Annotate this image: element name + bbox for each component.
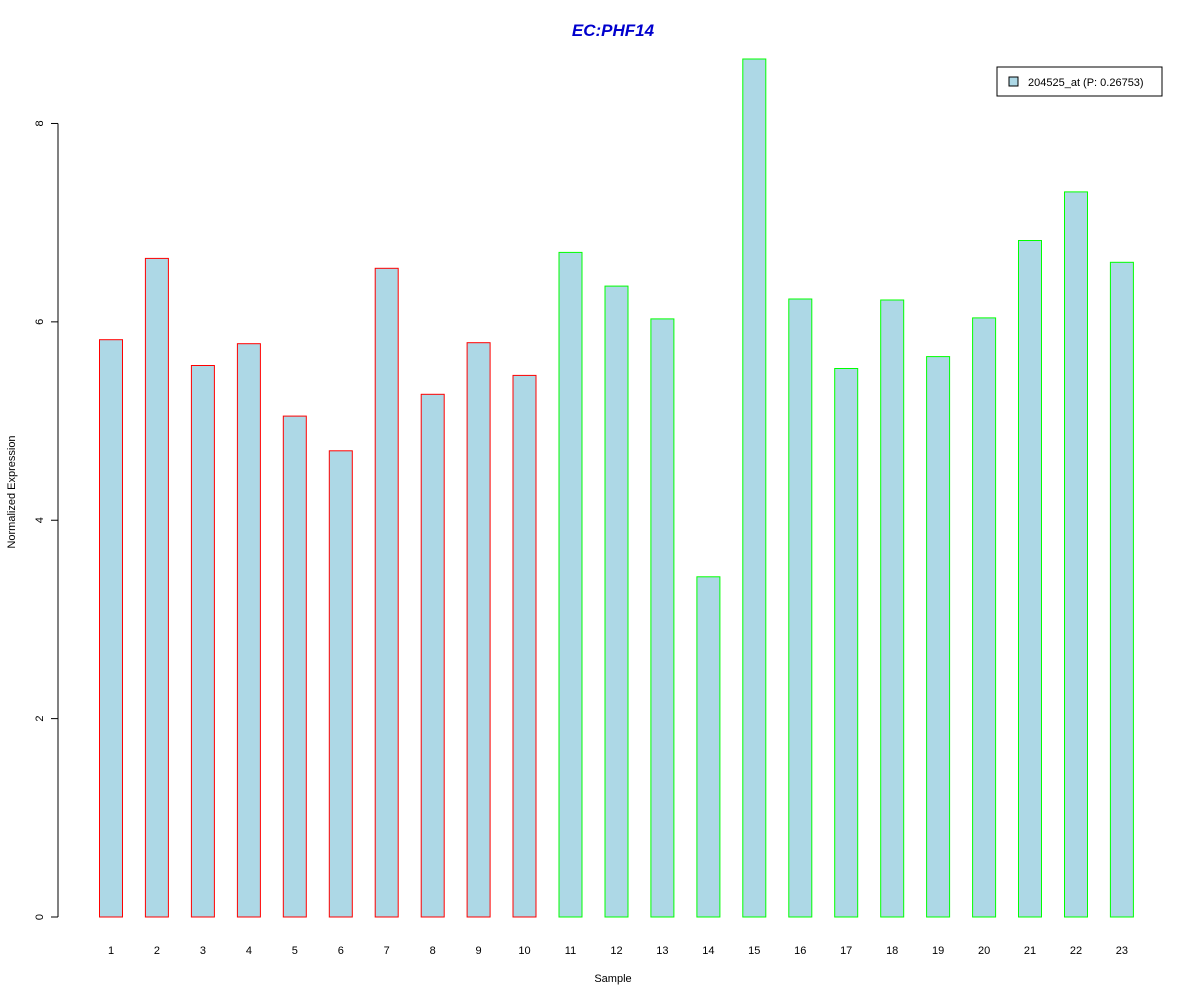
x-tick-label: 7: [384, 945, 390, 957]
y-tick-label: 8: [34, 120, 46, 126]
bar-sample-22: [1064, 191, 1088, 918]
bar-sample-12: [604, 285, 629, 918]
x-tick-label: 9: [476, 945, 482, 957]
bar-sample-14: [696, 576, 721, 918]
chart-title: EC:PHF14: [572, 21, 655, 40]
y-tick-label: 4: [34, 517, 46, 523]
x-tick-label: 15: [748, 945, 760, 957]
legend-swatch: [1008, 76, 1019, 87]
x-tick-labels: 1 2 3 4 5 6 7 8 9 10 11 12 13 14 15 16 17 18 19 20 21 22 23: [108, 945, 1128, 957]
legend-label: 204525_at (P: 0.26753): [1028, 77, 1144, 89]
bar-sample-1: [99, 339, 123, 918]
x-tick-label: 20: [978, 945, 990, 957]
x-tick-label: 1: [108, 945, 114, 957]
x-tick-label: 14: [702, 945, 714, 957]
x-tick-label: 19: [932, 945, 944, 957]
x-axis-label: Sample: [594, 973, 631, 985]
bar-sample-19: [926, 356, 951, 918]
x-tick-label: 8: [430, 945, 436, 957]
x-tick-label: 11: [565, 945, 576, 957]
x-tick-label: 16: [794, 945, 806, 957]
bar-sample-10: [512, 374, 537, 918]
x-tick-label: 13: [656, 945, 668, 957]
legend: 204525_at (P: 0.26753): [996, 66, 1163, 97]
bar-sample-3: [190, 365, 215, 918]
bar-sample-5: [282, 415, 307, 918]
bar-sample-4: [236, 343, 261, 918]
legend-box: [996, 66, 1163, 97]
bar-sample-23: [1109, 261, 1134, 918]
y-axis-label: Normalized Expression: [6, 435, 18, 548]
bar-sample-13: [650, 318, 675, 918]
x-tick-label: 21: [1024, 945, 1036, 957]
x-tick-label: 6: [338, 945, 344, 957]
y-tick-label: 6: [34, 319, 46, 325]
bar-sample-8: [420, 393, 445, 918]
x-tick-label: 5: [292, 945, 298, 957]
x-tick-label: 23: [1116, 945, 1128, 957]
bar-sample-20: [972, 317, 997, 918]
bar-sample-15: [742, 58, 767, 918]
x-tick-label: 12: [610, 945, 622, 957]
x-tick-label: 18: [886, 945, 898, 957]
bars: [99, 58, 1134, 918]
bar-sample-6: [328, 450, 353, 918]
bar-sample-21: [1018, 240, 1042, 918]
bar-sample-17: [834, 368, 859, 918]
bar-sample-7: [374, 267, 399, 918]
bar-sample-11: [558, 251, 583, 918]
x-tick-label: 3: [200, 945, 206, 957]
x-tick-label: 2: [154, 945, 160, 957]
x-tick-label: 4: [246, 945, 252, 957]
bar-sample-16: [788, 298, 813, 918]
x-tick-label: 22: [1070, 945, 1082, 957]
y-tick-label: 0: [34, 914, 46, 920]
x-tick-label: 17: [840, 945, 852, 957]
bar-sample-18: [880, 299, 905, 918]
bar-sample-2: [144, 257, 169, 918]
bar-sample-9: [466, 342, 491, 918]
y-tick-label: 2: [34, 716, 46, 722]
y-axis: 0 2 4 6 8: [34, 120, 59, 920]
x-tick-label: 10: [518, 945, 530, 957]
